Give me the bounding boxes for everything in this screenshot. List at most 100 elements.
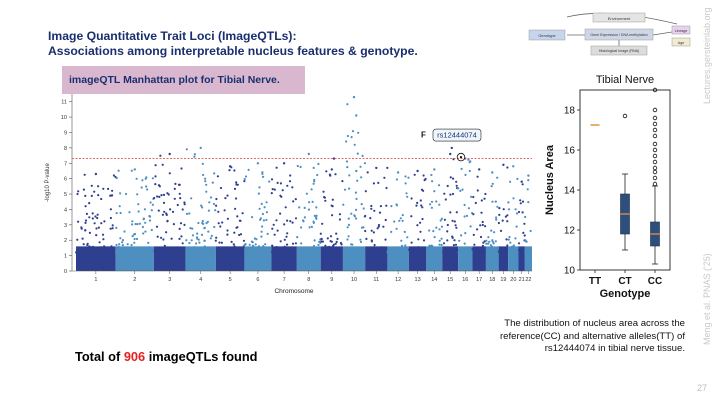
snp-point <box>178 192 181 195</box>
y-tick-label: 10 <box>564 266 576 277</box>
snp-point <box>185 148 188 151</box>
subtitle-banner: imageQTL Manhattan plot for Tibial Nerve… <box>62 66 305 94</box>
snp-point <box>504 250 507 253</box>
schema-label: Histological Image (RNA) <box>599 49 639 53</box>
snp-point <box>168 172 171 175</box>
x-tick-label: 15 <box>447 277 453 283</box>
snp-point <box>144 221 147 224</box>
snp-point <box>435 200 438 203</box>
snp-point <box>224 250 227 253</box>
snp-point <box>135 247 138 250</box>
schema-label: Gene Expression / DNA methylation <box>590 33 647 37</box>
snp-point <box>355 208 358 211</box>
snp-point <box>479 246 482 249</box>
snp-point <box>159 154 162 157</box>
snp-point <box>226 248 229 251</box>
snp-point <box>385 186 388 190</box>
snp-point <box>514 250 517 253</box>
x-tick-label: 12 <box>395 277 401 283</box>
snp-point <box>487 236 490 239</box>
snp-point <box>103 245 106 248</box>
snp-point <box>285 243 289 246</box>
snp-point <box>219 225 222 228</box>
snp-point <box>130 246 133 249</box>
outlier-point <box>652 133 658 139</box>
snp-point <box>351 130 355 133</box>
snp-point <box>178 227 181 230</box>
snp-point <box>499 250 502 253</box>
snp-point <box>422 174 425 177</box>
snp-point <box>512 244 515 247</box>
snp-point <box>484 251 487 254</box>
snp-point <box>398 251 401 254</box>
snp-point <box>454 250 457 253</box>
snp-point <box>449 211 452 214</box>
snp-point <box>377 225 380 228</box>
snp-point <box>111 227 114 230</box>
snp-point <box>153 196 156 200</box>
snp-point <box>83 248 86 252</box>
snp-point <box>197 238 200 241</box>
y-tick-label: 0 <box>64 269 67 275</box>
snp-point <box>137 250 140 253</box>
snp-point <box>171 249 174 252</box>
snp-peak <box>520 180 523 183</box>
snp-point <box>100 222 103 225</box>
snp-point <box>179 251 182 254</box>
box-plot: Tibial Nerve 10 12 14 16 18 Nucleus Area TT CT CC… <box>544 74 671 300</box>
snp-point <box>359 251 362 254</box>
snp-point <box>83 173 86 176</box>
snp-point <box>235 181 238 184</box>
snp-point <box>504 215 507 218</box>
snp-point <box>195 242 198 245</box>
snp-point <box>183 223 186 226</box>
snp-point <box>294 242 297 245</box>
snp-point <box>141 179 144 182</box>
snp-point <box>296 236 299 239</box>
snp-point <box>364 190 367 193</box>
snp-point <box>97 226 100 229</box>
snp-point <box>479 224 482 227</box>
snp-point <box>289 174 292 177</box>
snp-point <box>399 217 402 220</box>
outlier-point <box>652 121 658 127</box>
snp-point <box>181 242 184 245</box>
snp-point <box>308 201 311 204</box>
snp-point <box>161 213 164 216</box>
snp-point <box>96 246 99 250</box>
chromosome-band <box>342 246 366 271</box>
snp-point <box>410 241 413 244</box>
snp-point <box>317 162 320 166</box>
snp-point <box>377 223 381 227</box>
snp-point <box>428 229 431 232</box>
snp-peak <box>330 168 333 171</box>
x-tick-label: 8 <box>307 277 310 283</box>
snp-point <box>262 245 265 248</box>
snp-point <box>279 240 282 243</box>
snp-point <box>429 203 432 206</box>
snp-point <box>468 251 471 254</box>
snp-point <box>420 248 423 251</box>
snp-point <box>452 244 455 247</box>
snp-point <box>526 188 529 191</box>
snp-point <box>328 251 331 254</box>
snp-point <box>286 219 289 222</box>
snp-point <box>242 245 245 248</box>
snp-point <box>248 243 251 246</box>
snp-point <box>400 239 403 242</box>
snp-point <box>276 181 279 184</box>
snp-point <box>271 251 274 254</box>
snp-point <box>322 190 325 193</box>
panel-letter: F <box>421 131 426 140</box>
snp-point <box>363 162 366 165</box>
snp-point <box>191 227 194 230</box>
snp-point <box>450 250 453 253</box>
snp-point <box>291 251 294 254</box>
snp-peak <box>450 146 453 150</box>
snp-point <box>357 251 360 254</box>
side-citation: Meng et al. PNAS ('25) <box>702 253 712 345</box>
snp-point <box>378 211 382 214</box>
snp-point <box>356 152 359 155</box>
snp-point <box>102 251 105 254</box>
snp-point <box>337 249 340 252</box>
